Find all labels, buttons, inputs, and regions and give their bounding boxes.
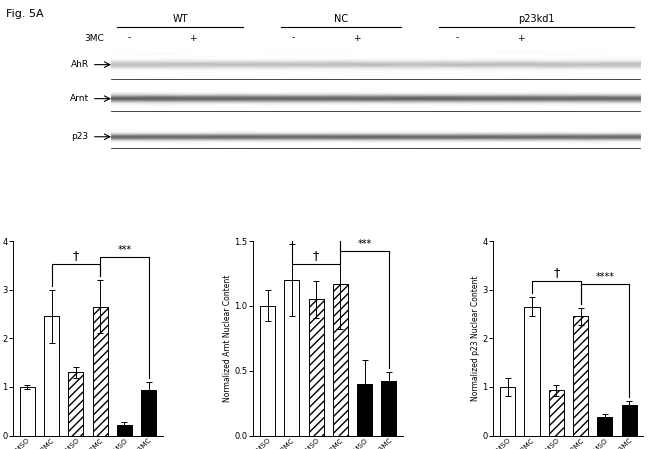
Bar xyxy=(44,317,59,436)
Bar xyxy=(549,390,564,436)
Text: Fig. 5A: Fig. 5A xyxy=(6,9,44,19)
Text: WT: WT xyxy=(172,14,188,24)
Text: AhR: AhR xyxy=(71,60,88,69)
Bar xyxy=(111,86,640,111)
Bar xyxy=(141,390,156,436)
Text: ****: **** xyxy=(595,273,614,282)
Bar xyxy=(111,126,640,148)
Text: p23: p23 xyxy=(72,132,88,141)
Bar xyxy=(573,317,588,436)
Bar xyxy=(357,384,372,436)
Text: Arnt: Arnt xyxy=(70,94,88,103)
Bar xyxy=(68,372,83,436)
Text: +: + xyxy=(517,34,525,43)
Bar xyxy=(20,387,35,436)
Text: †: † xyxy=(553,267,560,280)
Bar xyxy=(597,417,612,436)
Text: ***: *** xyxy=(358,239,372,249)
Bar xyxy=(382,381,396,436)
Bar xyxy=(117,425,132,436)
Text: †: † xyxy=(73,250,79,263)
Bar xyxy=(111,50,640,79)
Text: -: - xyxy=(292,34,295,43)
Bar xyxy=(309,299,324,436)
Bar xyxy=(525,307,540,436)
Y-axis label: Normalized p23 Nuclear Content: Normalized p23 Nuclear Content xyxy=(471,276,480,401)
Text: +: + xyxy=(353,34,360,43)
Y-axis label: Normalized Arnt Nuclear Content: Normalized Arnt Nuclear Content xyxy=(223,275,232,402)
Text: 3MC: 3MC xyxy=(84,34,105,43)
Text: ***: *** xyxy=(118,245,131,255)
Bar xyxy=(260,306,275,436)
Text: †: † xyxy=(313,250,319,263)
Bar xyxy=(93,307,108,436)
Text: -: - xyxy=(456,34,459,43)
Bar xyxy=(500,387,515,436)
Bar xyxy=(284,280,300,436)
Text: -: - xyxy=(128,34,131,43)
Text: NC: NC xyxy=(334,14,348,24)
Bar xyxy=(621,405,637,436)
Bar xyxy=(333,284,348,436)
Text: p23kd1: p23kd1 xyxy=(518,14,554,24)
Text: +: + xyxy=(189,34,196,43)
